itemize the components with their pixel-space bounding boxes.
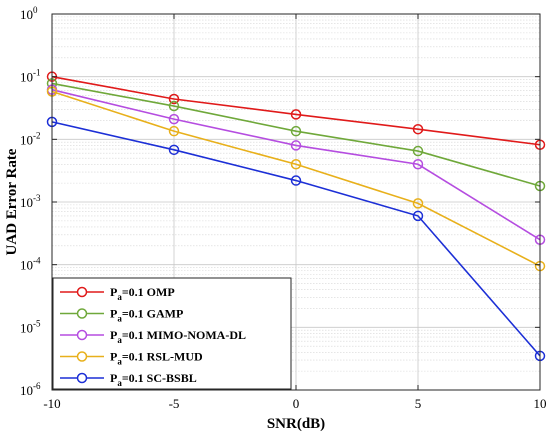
legend-item: Pa=0.1 OMP [60,285,175,302]
legend-label: Pa=0.1 OMP [110,285,175,302]
y-ticks: 10-6 10-5 10-4 10-3 10-2 10-1 100 [20,5,540,398]
x-tick-label: 10 [534,396,547,411]
series-line [51,121,541,357]
data-point [168,144,180,156]
legend: Pa=0.1 OMP Pa=0.1 GAMP Pa=0.1 MIMO-NOMA-DL… [52,277,292,390]
x-tick-label: 0 [293,396,300,411]
data-point [290,175,302,186]
y-tick-label: 10-6 [20,381,41,398]
legend-item: Pa=0.1 RSL-MUD [60,350,203,367]
y-tick-label: 100 [20,5,38,22]
data-point [412,123,424,135]
data-point [168,125,180,137]
y-tick-label: 10-2 [20,130,41,147]
x-axis-title: SNR(dB) [267,416,325,432]
x-tick-label: -5 [169,396,180,411]
series-line [51,75,541,146]
data-point [412,210,424,222]
data-point [168,113,180,125]
y-tick-label: 10-3 [20,193,41,210]
y-tick-label: 10-4 [20,256,41,273]
data-point [290,125,302,137]
data-point [290,140,302,151]
series-line [51,82,541,187]
legend-swatch-marker [76,329,88,341]
data-point [168,93,180,105]
legend-label: Pa=0.1 GAMP [110,307,183,324]
legend-item: Pa=0.1 MIMO-NOMA-DL [60,328,246,345]
legend-swatch-marker [76,286,88,298]
x-tick-label: 5 [415,396,422,411]
legend-item: Pa=0.1 GAMP [60,307,183,324]
y-tick-label: 10-1 [20,68,41,85]
data-point [290,109,302,120]
series-line [51,90,541,267]
y-axis-title: UAD Error Rate [4,148,20,255]
x-tick-label: -10 [43,396,60,411]
legend-swatch-marker [76,308,88,319]
series-line [51,88,541,241]
legend-label: Pa=0.1 MIMO-NOMA-DL [110,328,246,345]
legend-box [52,277,292,390]
legend-swatch-marker [76,351,88,362]
data-point [412,159,424,170]
legend-swatch-marker [76,372,88,384]
legend-label: Pa=0.1 RSL-MUD [110,350,203,367]
x-ticks: -10 -5 0 5 10 [43,14,547,411]
data-point [412,198,424,209]
legend-label: Pa=0.1 SC-BSBL [110,371,197,388]
data-point [290,159,302,170]
y-tick-label: 10-5 [20,318,41,335]
data-point [168,100,180,112]
legend-item: Pa=0.1 SC-BSBL [60,371,197,388]
data-point [412,145,424,157]
